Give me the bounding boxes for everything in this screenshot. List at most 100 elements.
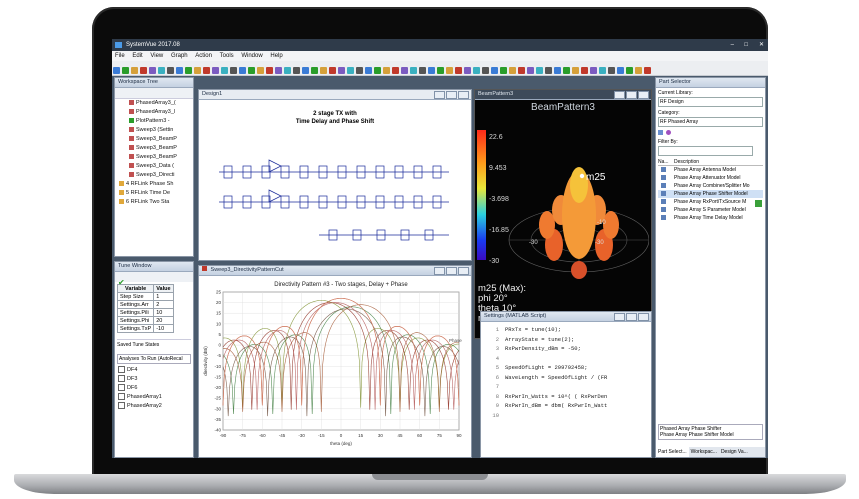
analysis-item[interactable]: DF6 — [118, 384, 193, 393]
code-line[interactable]: 7 — [483, 382, 651, 392]
toolbar-icon[interactable] — [329, 67, 336, 74]
toolbar-icon[interactable] — [248, 67, 255, 74]
toolbar-icon[interactable] — [482, 67, 489, 74]
code-line[interactable]: 3 RxPwrDensity_dBm = -50; — [483, 344, 651, 354]
menu-view[interactable]: View — [150, 53, 164, 59]
toolbar-icon[interactable] — [500, 67, 507, 74]
toolbar-icon[interactable] — [455, 67, 462, 74]
analysis-item[interactable]: DF4 — [118, 366, 193, 375]
toolbar-icon[interactable] — [446, 67, 453, 74]
menu-window[interactable]: Window — [241, 53, 263, 59]
toolbar-icon[interactable] — [230, 67, 237, 74]
tune-value[interactable]: 2 — [153, 300, 174, 309]
col-description[interactable]: Description — [674, 159, 700, 165]
maximize-icon[interactable]: □ — [744, 42, 748, 48]
toolbar-icon[interactable] — [527, 67, 534, 74]
tab-workspace[interactable]: Workspac... — [690, 449, 717, 455]
part-list-item[interactable]: Phase Array Time Delay Model — [658, 214, 763, 222]
saved-tune-states[interactable]: Saved Tune States — [117, 339, 191, 348]
tree-item[interactable]: Sweep3_BeamP — [119, 153, 193, 162]
toolbar-icon[interactable] — [203, 67, 210, 74]
toolbar-icon[interactable] — [626, 67, 633, 74]
toolbar-icon[interactable] — [176, 67, 183, 74]
tab-part-select[interactable]: Part Select... — [656, 447, 689, 457]
matlab-code-editor[interactable]: 1 PRxTx = tune(10); 2 ArrayState = tune(2);… — [481, 322, 651, 420]
filter-input[interactable] — [658, 146, 753, 156]
tune-value[interactable]: 20 — [153, 316, 174, 325]
toolbar-icon[interactable] — [473, 67, 480, 74]
toolbar-icon[interactable] — [320, 67, 327, 74]
directivity-chart[interactable]: Directivity Pattern #3 - Two stages, Del… — [199, 276, 471, 458]
part-list-item[interactable]: Phase Array Phase Shifter Model — [658, 190, 763, 198]
toolbar-icon[interactable] — [428, 67, 435, 74]
tree-item[interactable]: Sweep3_Directi — [119, 171, 193, 180]
toolbar-icon[interactable] — [239, 67, 246, 74]
toolbar-icon[interactable] — [257, 67, 264, 74]
toolbar-icon[interactable] — [536, 67, 543, 74]
code-line[interactable]: 1 PRxTx = tune(10); — [483, 325, 651, 335]
part-list-item[interactable]: Phase Array S Parameter Model — [658, 206, 763, 214]
favorite-icon[interactable] — [666, 130, 672, 136]
toolbar-icon[interactable] — [194, 67, 201, 74]
toolbar-icon[interactable] — [365, 67, 372, 74]
library-icon[interactable] — [658, 130, 663, 136]
tree-item[interactable]: Sweep3_BeamP — [119, 135, 193, 144]
toolbar-icon[interactable] — [338, 67, 345, 74]
menu-file[interactable]: File — [115, 53, 125, 59]
toolbar-icon[interactable] — [599, 67, 606, 74]
code-line[interactable]: 9 RxPwrIn_dBm = dbm( RxPwrIn_Watt — [483, 401, 651, 411]
minimize-icon[interactable]: – — [730, 42, 734, 48]
toolbar-icon[interactable] — [644, 67, 651, 74]
toolbar-icon[interactable] — [419, 67, 426, 74]
toolbar-icon[interactable] — [437, 67, 444, 74]
marker-m25[interactable] — [579, 173, 585, 179]
toolbar-icon[interactable] — [608, 67, 615, 74]
toolbar-icon[interactable] — [563, 67, 570, 74]
toolbar-icon[interactable] — [167, 67, 174, 74]
code-line[interactable]: 4 — [483, 354, 651, 364]
toolbar-icon[interactable] — [113, 67, 120, 74]
toolbar-icon[interactable] — [635, 67, 642, 74]
analyses-dropdown[interactable]: Analyses To Run (AutoRecal — [117, 354, 191, 364]
code-line[interactable]: 2 ArrayState = tune(2); — [483, 335, 651, 345]
tune-value[interactable]: 1 — [153, 292, 174, 301]
tune-value[interactable]: -10 — [153, 324, 174, 333]
toolbar-icon[interactable] — [347, 67, 354, 74]
toolbar-icon[interactable] — [410, 67, 417, 74]
toolbar-icon[interactable] — [131, 67, 138, 74]
design-window-controls[interactable] — [433, 91, 469, 99]
filter-add-icon[interactable] — [755, 200, 762, 207]
code-line[interactable]: 8 RxPwrIn_Watts = 10^( ( RxPwrDen — [483, 392, 651, 402]
toolbar-icon[interactable] — [392, 67, 399, 74]
checkbox[interactable] — [118, 393, 125, 401]
tree-item[interactable]: Sweep3_Data ( — [119, 162, 193, 171]
checkbox[interactable] — [118, 375, 125, 383]
toolbar-icon[interactable] — [140, 67, 147, 74]
tree-item[interactable]: PhasedArray3_l — [119, 108, 193, 117]
toolbar-icon[interactable] — [401, 67, 408, 74]
matlab-window-controls[interactable] — [613, 313, 649, 321]
toolbar-icon[interactable] — [509, 67, 516, 74]
tree-item[interactable]: 4 RFLink Phase Sh — [119, 180, 193, 189]
checkbox[interactable] — [118, 384, 125, 392]
menu-tools[interactable]: Tools — [219, 53, 234, 59]
tree-item[interactable]: PlotPattern3 - — [119, 117, 193, 126]
toolbar-icon[interactable] — [212, 67, 219, 74]
analysis-item[interactable]: DF3 — [118, 375, 193, 384]
code-line[interactable]: 10 — [483, 411, 651, 421]
toolbar-icon[interactable] — [311, 67, 318, 74]
menu-graph[interactable]: Graph — [170, 53, 188, 59]
toolbar-icon[interactable] — [617, 67, 624, 74]
toolbar-icon[interactable] — [275, 67, 282, 74]
tree-item[interactable]: Sweep3_BeamP — [119, 144, 193, 153]
checkbox[interactable] — [118, 402, 125, 410]
menu-help[interactable]: Help — [270, 53, 283, 59]
tree-item[interactable]: Sweep3 (Settin — [119, 126, 193, 135]
checkbox[interactable] — [118, 366, 125, 374]
part-list-item[interactable]: Phase Array Attenuator Model — [658, 174, 763, 182]
toolbar-icon[interactable] — [383, 67, 390, 74]
beam-3d-plot[interactable]: m25 -10 -30 -30 — [489, 120, 649, 290]
toolbar-icon[interactable] — [374, 67, 381, 74]
close-icon[interactable]: ✕ — [758, 42, 764, 48]
tree-item[interactable]: PhasedArray3_( — [119, 99, 193, 108]
